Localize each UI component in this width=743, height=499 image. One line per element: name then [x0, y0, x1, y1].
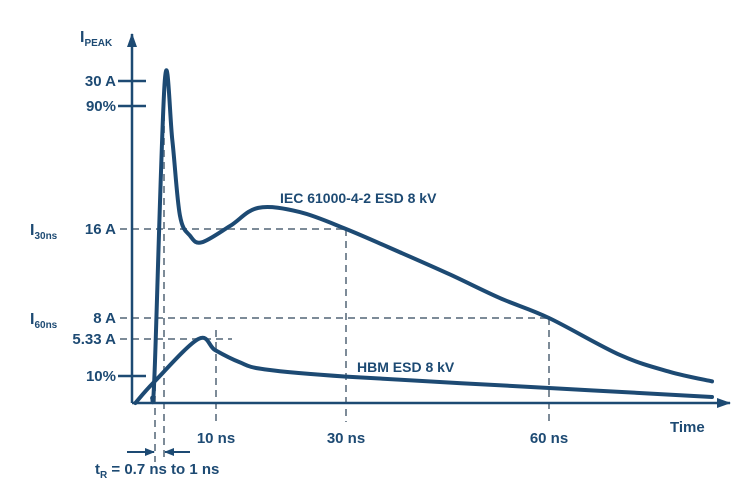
- y-tick-label: 30 A: [85, 73, 116, 90]
- y-tick-label: 10%: [86, 368, 116, 385]
- y-axis-label: IPEAK: [80, 29, 113, 49]
- y-tick-label: 5.33 A: [72, 331, 116, 348]
- hbm-curve: [133, 335, 714, 405]
- y-side-label: I30ns: [30, 222, 58, 242]
- guide-lines: [120, 78, 550, 462]
- series-label-hbm: HBM ESD 8 kV: [357, 359, 455, 375]
- series-label-iec: IEC 61000-4-2 ESD 8 kV: [280, 190, 437, 206]
- x-tick-label: 60 ns: [530, 430, 568, 447]
- y-tick-label: 8 A: [93, 310, 116, 327]
- iec-curve: [150, 68, 714, 405]
- x-tick-label: 10 ns: [197, 430, 235, 447]
- rise-time-label: tR = 0.7 ns to 1 ns: [95, 461, 219, 481]
- x-axis-label: Time: [670, 419, 705, 436]
- y-tick-label: 16 A: [85, 221, 116, 238]
- y-side-label: I60ns: [30, 311, 58, 331]
- y-tick-label: 90%: [86, 98, 116, 115]
- x-tick-label: 30 ns: [327, 430, 365, 447]
